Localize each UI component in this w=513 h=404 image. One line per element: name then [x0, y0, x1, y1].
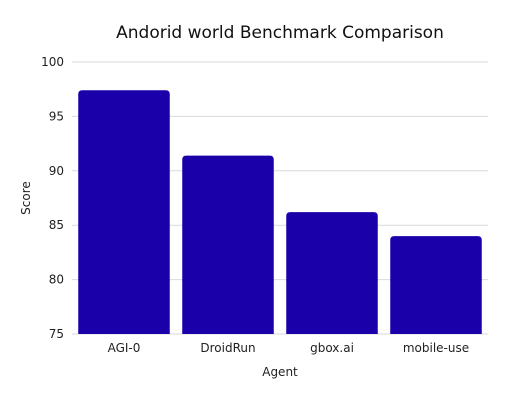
y-tick-label: 80 — [49, 273, 64, 287]
bars — [78, 90, 482, 335]
y-tick-label: 75 — [49, 327, 64, 341]
y-tick-label: 100 — [41, 55, 64, 69]
y-axis-label: Score — [19, 181, 33, 215]
bar-droidrun — [182, 155, 274, 334]
y-tick-label: 85 — [49, 218, 64, 232]
x-tick-label: mobile-use — [403, 341, 469, 355]
y-tick-label: 95 — [49, 109, 64, 123]
chart-title: Andorid world Benchmark Comparison — [116, 23, 444, 43]
bar-mobile-use — [390, 236, 482, 334]
y-axis-ticks: 75 80 85 90 95 100 — [41, 55, 64, 341]
bar-agi-0 — [78, 90, 170, 335]
y-tick-label: 90 — [49, 164, 64, 178]
x-axis-ticks: AGI-0 DroidRun gbox.ai mobile-use — [108, 341, 470, 355]
x-axis-label: Agent — [262, 365, 298, 379]
x-tick-label: AGI-0 — [108, 341, 141, 355]
x-tick-label: gbox.ai — [310, 341, 354, 355]
x-tick-label: DroidRun — [200, 341, 255, 355]
bar-gbox-ai — [286, 212, 378, 334]
